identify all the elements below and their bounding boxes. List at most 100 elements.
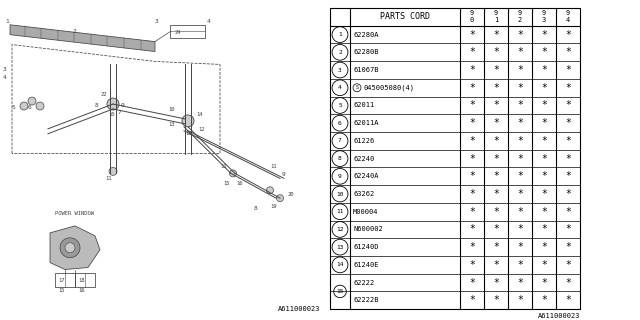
Circle shape xyxy=(60,238,80,258)
Text: 3: 3 xyxy=(155,19,159,24)
Text: *: * xyxy=(469,118,475,128)
Text: 62011A: 62011A xyxy=(353,120,378,126)
Text: 11: 11 xyxy=(105,176,111,181)
Text: *: * xyxy=(517,136,523,146)
Text: 9
0: 9 0 xyxy=(470,10,474,23)
Text: *: * xyxy=(493,118,499,128)
Text: 20: 20 xyxy=(288,192,294,197)
Text: 11: 11 xyxy=(270,164,276,170)
Text: 9: 9 xyxy=(338,174,342,179)
Text: *: * xyxy=(469,224,475,235)
Text: *: * xyxy=(493,277,499,288)
Text: 11: 11 xyxy=(220,164,227,170)
Text: 24: 24 xyxy=(175,30,182,35)
Text: 19: 19 xyxy=(270,204,276,209)
Text: *: * xyxy=(517,30,523,40)
Text: 4: 4 xyxy=(338,85,342,90)
Circle shape xyxy=(276,195,284,202)
Text: 61240E: 61240E xyxy=(353,262,378,268)
Text: 15: 15 xyxy=(223,181,230,186)
Text: 6: 6 xyxy=(338,121,342,126)
Text: *: * xyxy=(517,224,523,235)
Text: *: * xyxy=(469,100,475,110)
Text: *: * xyxy=(565,100,571,110)
Text: *: * xyxy=(541,224,547,235)
Text: 5: 5 xyxy=(12,105,16,110)
Text: 8: 8 xyxy=(254,206,258,211)
Text: *: * xyxy=(469,260,475,270)
Text: *: * xyxy=(565,118,571,128)
Text: *: * xyxy=(541,277,547,288)
Text: 5: 5 xyxy=(338,103,342,108)
Text: 8: 8 xyxy=(95,103,99,108)
Text: *: * xyxy=(493,260,499,270)
Text: *: * xyxy=(541,295,547,305)
Text: S: S xyxy=(356,85,358,90)
Text: 14: 14 xyxy=(336,262,344,268)
Circle shape xyxy=(36,102,44,110)
Text: *: * xyxy=(493,30,499,40)
Text: *: * xyxy=(565,224,571,235)
Text: *: * xyxy=(493,136,499,146)
Text: *: * xyxy=(517,277,523,288)
Text: 9
4: 9 4 xyxy=(566,10,570,23)
Text: 62222: 62222 xyxy=(353,280,374,285)
Text: 8: 8 xyxy=(338,156,342,161)
Text: *: * xyxy=(469,242,475,252)
Text: *: * xyxy=(469,295,475,305)
Text: *: * xyxy=(517,189,523,199)
Text: *: * xyxy=(565,295,571,305)
Text: *: * xyxy=(469,136,475,146)
Text: N600002: N600002 xyxy=(353,227,383,232)
Text: *: * xyxy=(565,242,571,252)
Text: 3: 3 xyxy=(3,67,7,72)
Text: 16: 16 xyxy=(78,288,84,293)
Text: *: * xyxy=(565,65,571,75)
Text: 1: 1 xyxy=(338,32,342,37)
Text: 045005080(4): 045005080(4) xyxy=(363,84,414,91)
Text: *: * xyxy=(493,83,499,93)
Text: 9
2: 9 2 xyxy=(518,10,522,23)
Text: 15: 15 xyxy=(336,289,344,294)
Text: *: * xyxy=(493,65,499,75)
Text: 61240D: 61240D xyxy=(353,244,378,250)
Text: *: * xyxy=(493,242,499,252)
Text: *: * xyxy=(493,154,499,164)
Text: *: * xyxy=(565,47,571,57)
Text: 62280A: 62280A xyxy=(353,32,378,38)
Text: *: * xyxy=(565,260,571,270)
Text: 61226: 61226 xyxy=(353,138,374,144)
Bar xyxy=(75,274,95,287)
Text: 63262: 63262 xyxy=(353,191,374,197)
Text: *: * xyxy=(541,118,547,128)
Circle shape xyxy=(28,97,36,105)
Bar xyxy=(170,25,205,38)
Text: *: * xyxy=(541,242,547,252)
Circle shape xyxy=(20,102,28,110)
Text: PARTS CORD: PARTS CORD xyxy=(380,12,430,21)
Text: 6: 6 xyxy=(28,105,32,110)
Text: *: * xyxy=(517,171,523,181)
Text: *: * xyxy=(517,118,523,128)
Text: 22: 22 xyxy=(101,92,108,97)
Circle shape xyxy=(65,243,75,253)
Text: 12: 12 xyxy=(198,127,205,132)
Polygon shape xyxy=(50,226,100,269)
Text: *: * xyxy=(517,242,523,252)
Text: 7: 7 xyxy=(338,138,342,143)
Text: 9
3: 9 3 xyxy=(542,10,546,23)
Text: *: * xyxy=(541,83,547,93)
Text: *: * xyxy=(493,189,499,199)
Text: *: * xyxy=(565,30,571,40)
Polygon shape xyxy=(10,25,155,52)
Text: *: * xyxy=(493,295,499,305)
Text: *: * xyxy=(517,260,523,270)
Text: 13: 13 xyxy=(336,245,344,250)
Text: *: * xyxy=(565,83,571,93)
Text: A611000023: A611000023 xyxy=(538,313,580,319)
Text: POWER WINDOW: POWER WINDOW xyxy=(55,211,94,216)
Text: *: * xyxy=(541,260,547,270)
Text: 12: 12 xyxy=(336,227,344,232)
Text: 3: 3 xyxy=(338,68,342,73)
Text: *: * xyxy=(541,65,547,75)
